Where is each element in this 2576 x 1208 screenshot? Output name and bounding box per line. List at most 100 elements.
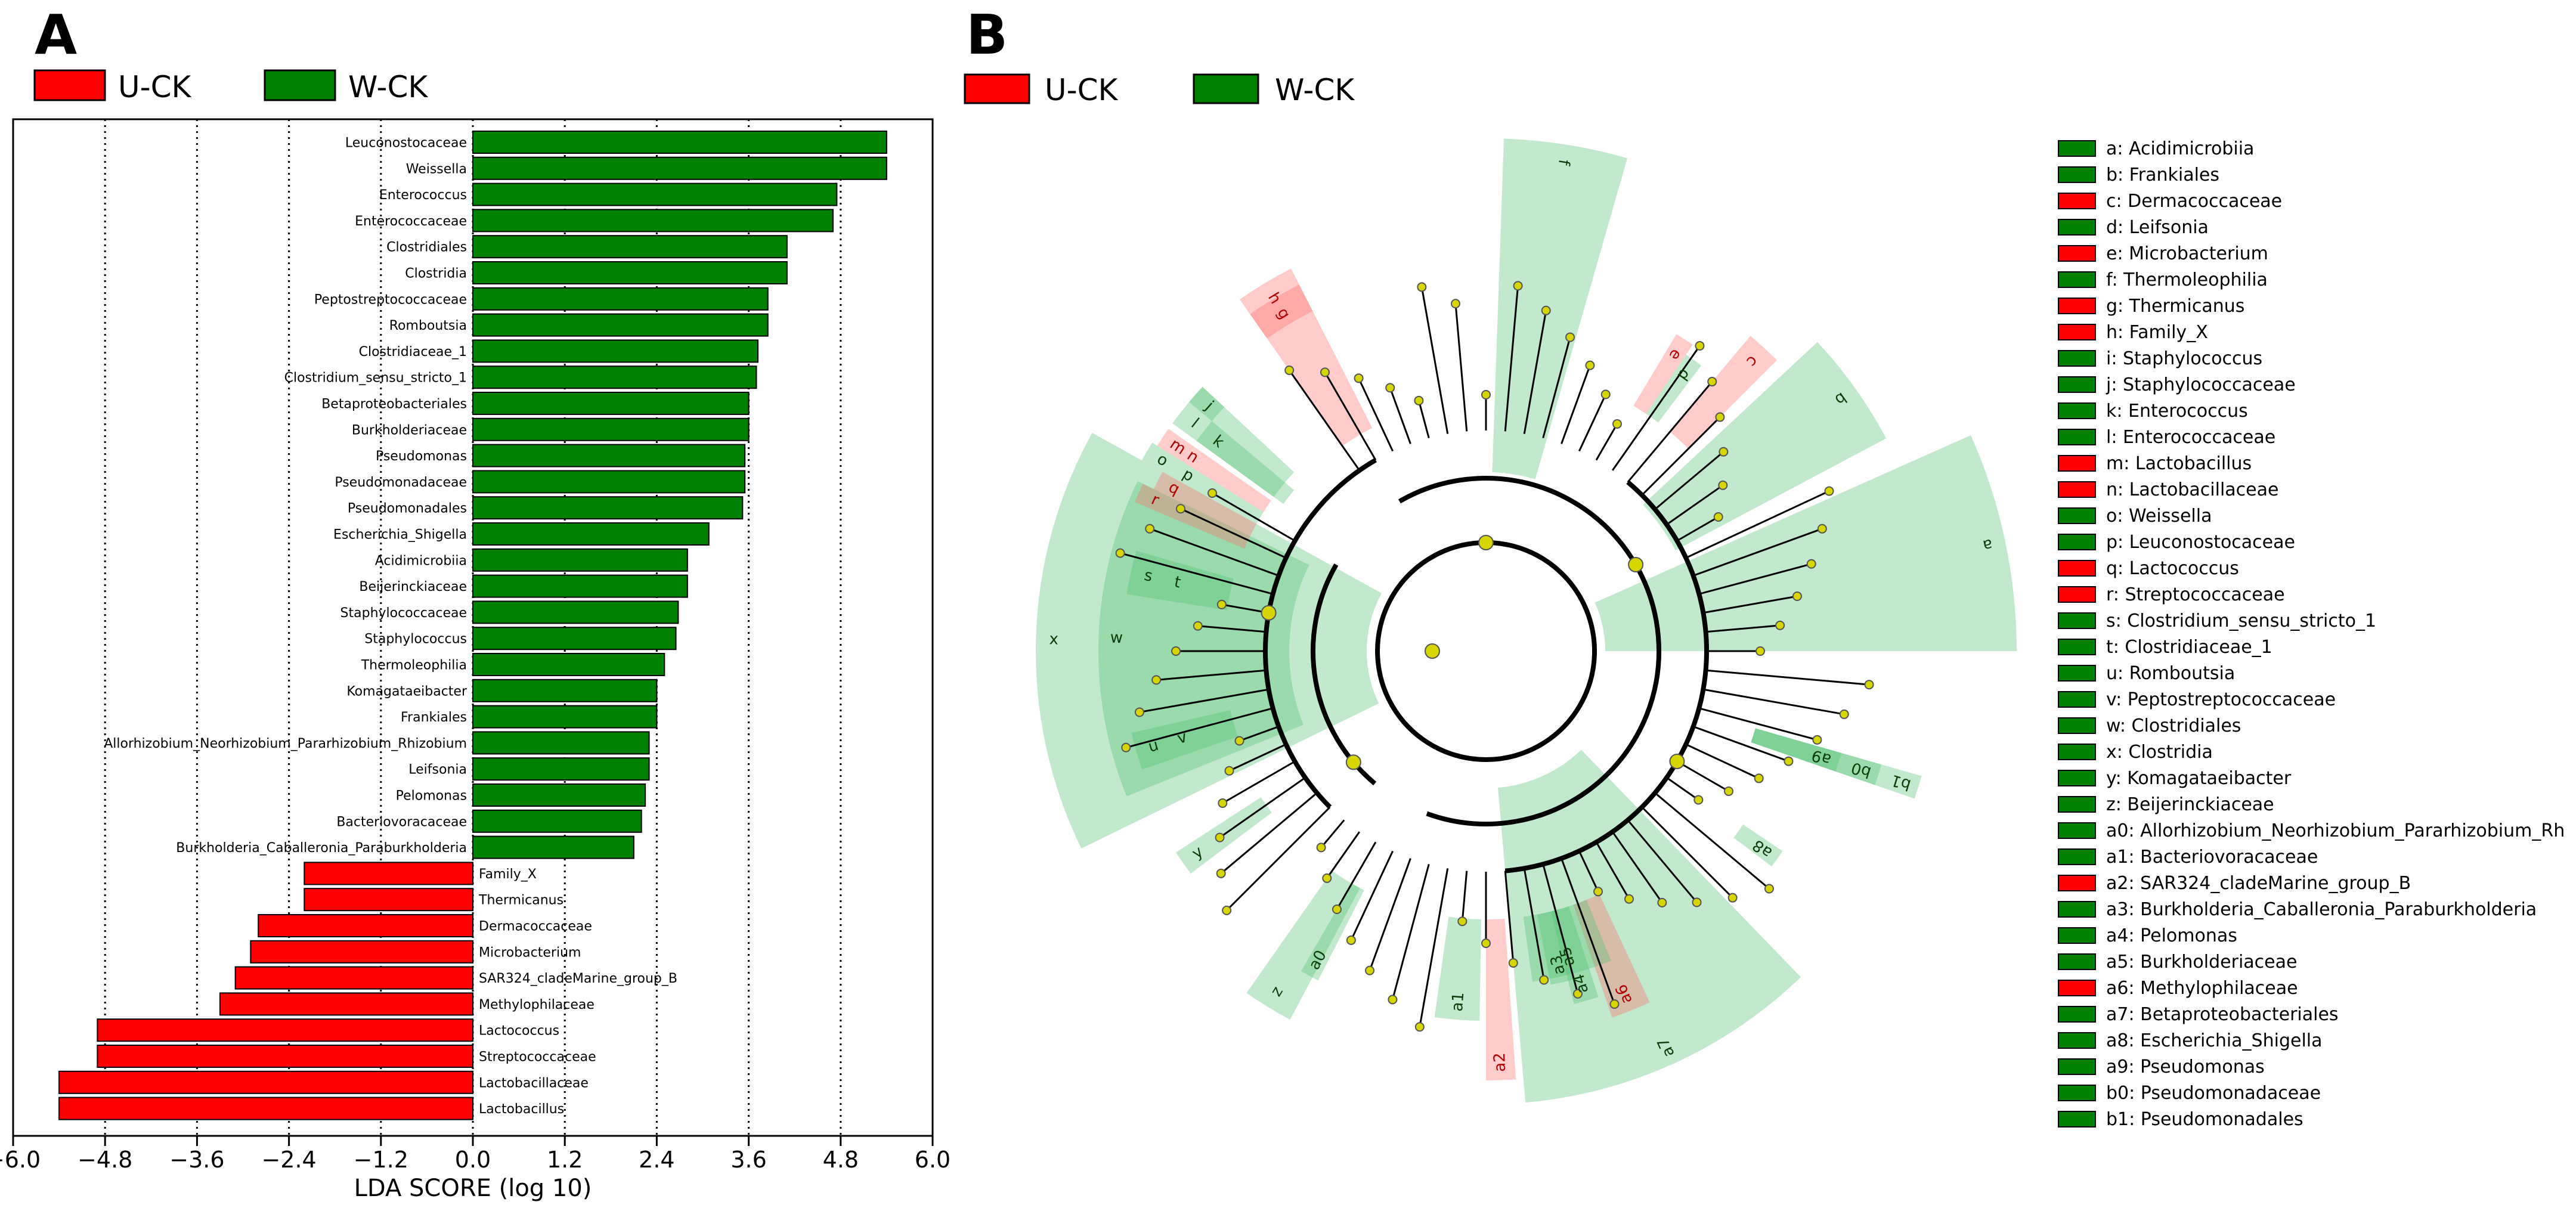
key-swatch bbox=[2058, 848, 2096, 865]
bar bbox=[58, 1070, 474, 1094]
panel-a-lda-bar-chart: A U-CK W-CK Leuconostocaceae Weissella Ent… bbox=[0, 3, 950, 1202]
bar-label: Acidimicrobiia bbox=[375, 553, 467, 568]
highlight-sector bbox=[1492, 138, 1628, 479]
bar-label: Beijerinckiaceae bbox=[359, 580, 467, 594]
x-tick-label: −2.4 bbox=[261, 1147, 316, 1173]
tree-arc bbox=[1398, 476, 1661, 826]
tree-branch bbox=[1125, 707, 1273, 749]
bar bbox=[472, 783, 646, 807]
key-swatch bbox=[2058, 953, 2096, 970]
sector-key-label: a bbox=[1981, 535, 1994, 555]
tree-branch bbox=[1654, 451, 1724, 510]
tree-branch bbox=[1461, 871, 1468, 922]
tree-node bbox=[1713, 512, 1723, 522]
key-label: w: Clostridiales bbox=[2106, 715, 2241, 736]
key-label: a2: SAR324_cladeMarine_group_B bbox=[2106, 873, 2411, 894]
highlight-sector bbox=[1670, 336, 1777, 449]
key-swatch bbox=[2058, 219, 2096, 236]
tree-node bbox=[1151, 675, 1162, 685]
bar-label: Staphylococcus bbox=[364, 632, 467, 647]
highlight-sector bbox=[1751, 728, 1841, 772]
bar-label: Lactobacillaceae bbox=[479, 1076, 589, 1091]
tree-branch bbox=[1641, 416, 1721, 496]
key-label: z: Beijerinckiaceae bbox=[2106, 794, 2274, 815]
x-axis-title: LDA SCORE (log 10) bbox=[354, 1175, 592, 1202]
tree-node bbox=[1812, 735, 1822, 745]
panel-a-legend: U-CK W-CK bbox=[33, 69, 428, 104]
tree-branch bbox=[1336, 841, 1377, 910]
tree-branch bbox=[1611, 345, 1701, 471]
tree-node bbox=[1451, 299, 1461, 309]
highlight-sector bbox=[1131, 726, 1171, 770]
tree-node bbox=[1208, 488, 1218, 498]
bar-label: Pseudomonas bbox=[376, 449, 467, 464]
key-label: a: Acidimicrobiia bbox=[2106, 138, 2254, 159]
tree-node bbox=[1513, 281, 1523, 291]
key-label: o: Weissella bbox=[2106, 506, 2212, 526]
tree-node bbox=[1414, 1022, 1425, 1032]
tree-branch bbox=[1627, 381, 1713, 483]
tree-node bbox=[1121, 742, 1131, 752]
tree-node bbox=[1316, 842, 1326, 853]
key-label: a8: Escherichia_Shigella bbox=[2106, 1030, 2323, 1051]
key-label: l: Enterococcaceae bbox=[2106, 427, 2275, 448]
tree-node bbox=[1417, 282, 1427, 292]
highlight-sector bbox=[1240, 268, 1373, 446]
tree-node bbox=[1414, 395, 1424, 405]
tree-branch bbox=[1611, 831, 1663, 903]
bar bbox=[472, 417, 750, 441]
bar-label: Pelomonas bbox=[396, 789, 467, 804]
tree-node bbox=[1234, 736, 1244, 746]
x-tick-label: 6.0 bbox=[915, 1147, 950, 1173]
key-swatch bbox=[2058, 691, 2096, 708]
tree-branch bbox=[1389, 387, 1411, 444]
tree-branch bbox=[1703, 595, 1798, 614]
key-label: d: Leifsonia bbox=[2106, 217, 2209, 238]
legend-swatch-u-ck bbox=[33, 69, 106, 101]
highlight-sector bbox=[1523, 900, 1611, 982]
tree-arc bbox=[1374, 540, 1597, 762]
highlight-sector bbox=[1486, 918, 1516, 1080]
key-swatch bbox=[2058, 245, 2096, 262]
bar-label: Weissella bbox=[406, 162, 467, 176]
tree-branch bbox=[1654, 792, 1770, 890]
bar-label: Clostridium_sensu_stricto_1 bbox=[284, 371, 467, 386]
tree-branch bbox=[1705, 669, 1869, 686]
tree-node bbox=[1692, 897, 1702, 907]
key-swatch bbox=[2058, 507, 2096, 524]
legend-swatch-w-ck-b bbox=[1193, 73, 1259, 104]
x-tick-label: 4.8 bbox=[823, 1147, 859, 1173]
tree-branch bbox=[1666, 776, 1699, 801]
tree-branch bbox=[1699, 707, 1818, 741]
tree-branch bbox=[1595, 423, 1618, 461]
key-swatch bbox=[2058, 324, 2096, 340]
highlight-sector bbox=[1156, 559, 1234, 611]
bar-label: Peptostreptococcaceae bbox=[314, 292, 467, 307]
tree-arc bbox=[1263, 458, 1377, 809]
highlight-sector bbox=[1153, 472, 1257, 537]
tree-node bbox=[1481, 390, 1491, 399]
tree-branch bbox=[1542, 864, 1579, 995]
panel-b-legend: U-CK W-CK bbox=[964, 73, 1355, 107]
tree-node bbox=[1354, 373, 1364, 383]
key-swatch bbox=[2058, 927, 2096, 944]
key-swatch bbox=[2058, 350, 2096, 367]
tree-branch bbox=[1685, 490, 1830, 559]
x-tick-label: −1.2 bbox=[354, 1147, 408, 1173]
highlight-sector bbox=[1246, 871, 1360, 1020]
tree-branch bbox=[1454, 303, 1468, 432]
bar-label: Enterococcaceae bbox=[355, 214, 467, 229]
key-label: x: Clostridia bbox=[2106, 742, 2213, 763]
bar-label: Pseudomonadales bbox=[348, 501, 467, 516]
bar bbox=[472, 287, 769, 311]
bar bbox=[472, 835, 634, 859]
tree-branch bbox=[1139, 688, 1269, 713]
tree-node bbox=[1320, 367, 1330, 377]
bar bbox=[58, 1097, 474, 1120]
highlight-sector bbox=[1189, 386, 1295, 483]
key-label: b0: Pseudomonadaceae bbox=[2106, 1083, 2321, 1104]
bar-label: Leifsonia bbox=[408, 763, 467, 778]
key-label: i: Staphylococcus bbox=[2106, 348, 2262, 369]
tree-node bbox=[1593, 887, 1603, 897]
tree-branch bbox=[1523, 310, 1547, 434]
